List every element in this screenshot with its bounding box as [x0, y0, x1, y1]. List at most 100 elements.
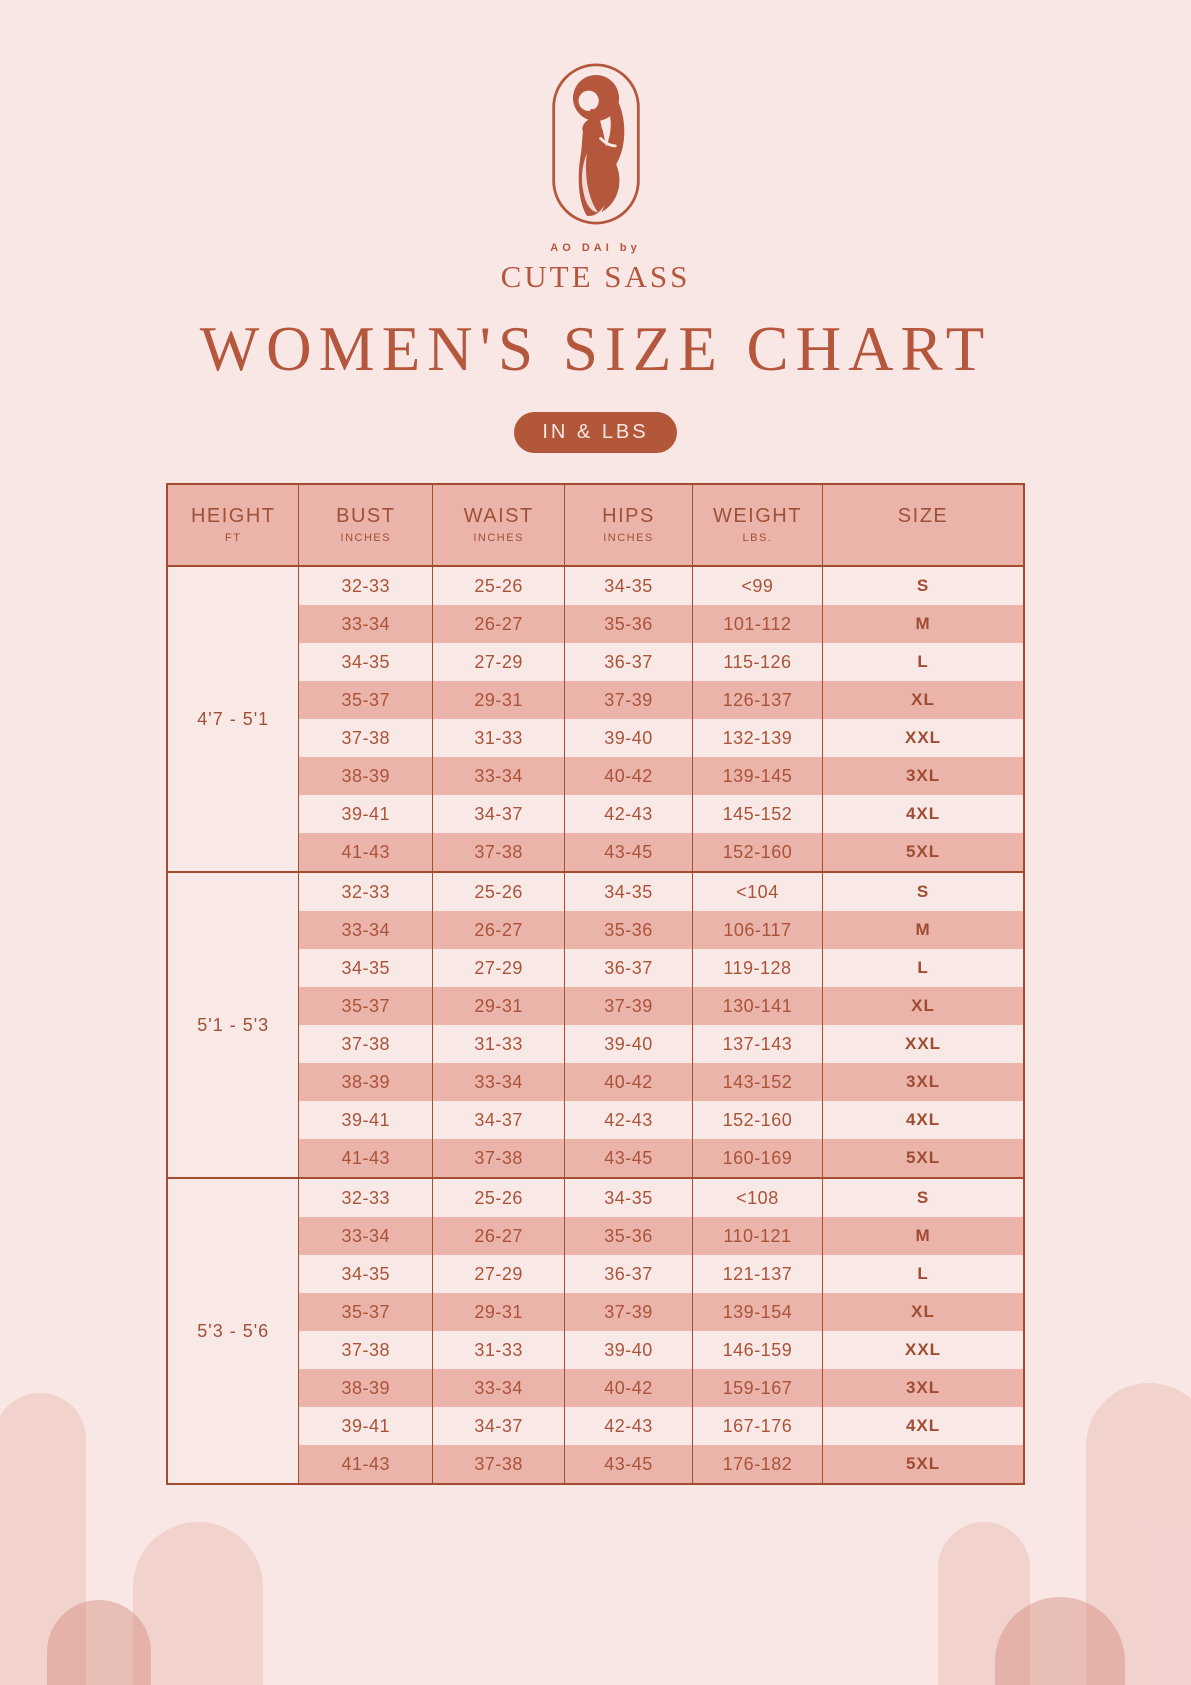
size-row: 5'1 - 5'3 32-33 25-26 34-35 <104 S: [167, 871, 1024, 1178]
waist-cell: 31-33: [432, 719, 565, 757]
size-row: 38-39 33-34 40-42 159-167 3XL: [167, 1369, 1024, 1407]
waist-cell: 33-34: [432, 1063, 565, 1101]
hips-cell: 35-36: [564, 911, 693, 949]
weight-cell: 130-141: [691, 987, 823, 1025]
bust-cell: 34-35: [298, 1255, 433, 1293]
weight-cell: 143-152: [691, 1063, 823, 1101]
size-cell: S: [822, 871, 1024, 911]
weight-cell: 152-160: [691, 1101, 823, 1139]
size-row: 35-37 29-31 37-39 130-141 XL: [167, 987, 1024, 1025]
weight-cell: 160-169: [691, 1139, 823, 1178]
decorative-arch: [938, 1522, 1030, 1685]
column-unit: INCHES: [603, 532, 654, 544]
size-row: 34-35 27-29 36-37 121-137 L: [167, 1255, 1024, 1293]
brand-tagline: AO DAI by: [550, 242, 641, 254]
size-row: 39-41 34-37 42-43 152-160 4XL: [167, 1101, 1024, 1139]
waist-cell: 37-38: [432, 1139, 565, 1178]
waist-cell: 34-37: [432, 795, 565, 833]
hips-cell: 34-35: [564, 871, 693, 911]
waist-cell: 29-31: [432, 681, 565, 719]
hips-cell: 40-42: [564, 757, 693, 795]
hips-cell: 35-36: [564, 1217, 693, 1255]
column-header-height: HEIGHT FT: [167, 484, 299, 567]
height-range-cell: 5'3 - 5'6: [167, 1177, 300, 1484]
size-cell: 3XL: [822, 757, 1024, 795]
size-cell: 5XL: [822, 1445, 1024, 1484]
hips-cell: 37-39: [564, 681, 693, 719]
waist-cell: 26-27: [432, 1217, 565, 1255]
bust-cell: 32-33: [298, 1177, 433, 1217]
weight-cell: <99: [691, 565, 823, 605]
size-row: 38-39 33-34 40-42 139-145 3XL: [167, 757, 1024, 795]
column-label: HIPS: [602, 505, 655, 527]
size-cell: 3XL: [822, 1369, 1024, 1407]
size-cell: 5XL: [822, 833, 1024, 872]
bust-cell: 32-33: [298, 565, 433, 605]
waist-cell: 27-29: [432, 949, 565, 987]
size-row: 34-35 27-29 36-37 115-126 L: [167, 643, 1024, 681]
column-unit: INCHES: [473, 532, 524, 544]
column-label: WEIGHT: [712, 505, 802, 527]
hips-cell: 42-43: [564, 1101, 693, 1139]
hips-cell: 35-36: [564, 605, 693, 643]
size-row: 34-35 27-29 36-37 119-128 L: [167, 949, 1024, 987]
column-header-weight: WEIGHT LBS.: [691, 484, 823, 567]
size-cell: XL: [822, 681, 1024, 719]
bust-cell: 41-43: [298, 833, 433, 872]
column-label: HEIGHT: [190, 505, 276, 527]
bust-cell: 38-39: [298, 1369, 433, 1407]
size-cell: XL: [822, 987, 1024, 1025]
size-cell: S: [822, 1177, 1024, 1217]
size-row: 35-37 29-31 37-39 139-154 XL: [167, 1293, 1024, 1331]
weight-cell: 101-112: [691, 605, 823, 643]
waist-cell: 29-31: [432, 987, 565, 1025]
bust-cell: 32-33: [298, 871, 433, 911]
hips-cell: 34-35: [564, 1177, 693, 1217]
size-cell: L: [822, 1255, 1024, 1293]
hips-cell: 43-45: [564, 1139, 693, 1178]
bust-cell: 33-34: [298, 911, 433, 949]
hips-cell: 40-42: [564, 1063, 693, 1101]
bust-cell: 38-39: [298, 1063, 433, 1101]
weight-cell: 146-159: [691, 1331, 823, 1369]
size-row: 41-43 37-38 43-45 152-160 5XL: [167, 833, 1024, 872]
bust-cell: 37-38: [298, 1331, 433, 1369]
bust-cell: 39-41: [298, 795, 433, 833]
waist-cell: 29-31: [432, 1293, 565, 1331]
size-row: 5'3 - 5'6 32-33 25-26 34-35 <108 S: [167, 1177, 1024, 1484]
weight-cell: 145-152: [691, 795, 823, 833]
hips-cell: 43-45: [564, 833, 693, 872]
column-unit: FT: [225, 532, 242, 544]
weight-cell: 137-143: [691, 1025, 823, 1063]
hips-cell: 34-35: [564, 565, 693, 605]
weight-cell: 167-176: [691, 1407, 823, 1445]
waist-cell: 34-37: [432, 1101, 565, 1139]
weight-cell: 152-160: [691, 833, 823, 872]
weight-cell: <104: [691, 871, 823, 911]
woman-emblem-icon: [551, 63, 640, 225]
waist-cell: 34-37: [432, 1407, 565, 1445]
decorative-arch: [1086, 1383, 1191, 1685]
size-cell: XXL: [822, 719, 1024, 757]
column-label: WAIST: [463, 505, 534, 527]
bust-cell: 39-41: [298, 1407, 433, 1445]
height-range-cell: 5'1 - 5'3: [167, 871, 300, 1178]
column-label: SIZE: [897, 505, 949, 527]
weight-cell: 121-137: [691, 1255, 823, 1293]
size-row: 33-34 26-27 35-36 110-121 M: [167, 1217, 1024, 1255]
size-row: 37-38 31-33 39-40 137-143 XXL: [167, 1025, 1024, 1063]
column-unit: LBS.: [742, 532, 773, 544]
size-cell: M: [822, 605, 1024, 643]
bust-cell: 34-35: [298, 949, 433, 987]
waist-cell: 27-29: [432, 1255, 565, 1293]
bust-cell: 39-41: [298, 1101, 433, 1139]
column-header-waist: WAIST INCHES: [432, 484, 565, 567]
weight-cell: 176-182: [691, 1445, 823, 1484]
size-cell: 4XL: [822, 795, 1024, 833]
hips-cell: 40-42: [564, 1369, 693, 1407]
hips-cell: 37-39: [564, 1293, 693, 1331]
size-row: 38-39 33-34 40-42 143-152 3XL: [167, 1063, 1024, 1101]
waist-cell: 26-27: [432, 911, 565, 949]
waist-cell: 37-38: [432, 1445, 565, 1484]
header-row: HEIGHT FT BUST INCHES WAIST INCHES HIPS INCHES W…: [167, 484, 1024, 567]
